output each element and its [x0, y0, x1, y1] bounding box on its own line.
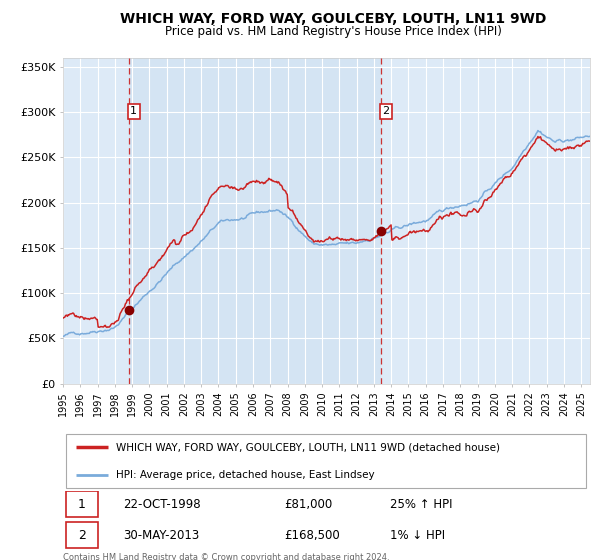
FancyBboxPatch shape [65, 433, 586, 488]
FancyBboxPatch shape [65, 491, 98, 517]
Text: Contains HM Land Registry data © Crown copyright and database right 2024.
This d: Contains HM Land Registry data © Crown c… [63, 553, 389, 560]
Text: Price paid vs. HM Land Registry's House Price Index (HPI): Price paid vs. HM Land Registry's House … [164, 25, 502, 38]
FancyBboxPatch shape [65, 522, 98, 548]
Text: 2: 2 [78, 529, 86, 542]
Text: 22-OCT-1998: 22-OCT-1998 [124, 497, 201, 511]
Text: £81,000: £81,000 [284, 497, 332, 511]
Text: HPI: Average price, detached house, East Lindsey: HPI: Average price, detached house, East… [116, 470, 374, 480]
Text: 1% ↓ HPI: 1% ↓ HPI [389, 529, 445, 542]
Text: 25% ↑ HPI: 25% ↑ HPI [389, 497, 452, 511]
Text: WHICH WAY, FORD WAY, GOULCEBY, LOUTH, LN11 9WD (detached house): WHICH WAY, FORD WAY, GOULCEBY, LOUTH, LN… [116, 442, 500, 452]
Text: 30-MAY-2013: 30-MAY-2013 [124, 529, 200, 542]
Text: £168,500: £168,500 [284, 529, 340, 542]
Bar [128, 58, 381, 384]
Text: 1: 1 [130, 106, 137, 116]
Text: WHICH WAY, FORD WAY, GOULCEBY, LOUTH, LN11 9WD: WHICH WAY, FORD WAY, GOULCEBY, LOUTH, LN… [120, 12, 546, 26]
Text: 1: 1 [78, 497, 86, 511]
Text: 2: 2 [382, 106, 389, 116]
